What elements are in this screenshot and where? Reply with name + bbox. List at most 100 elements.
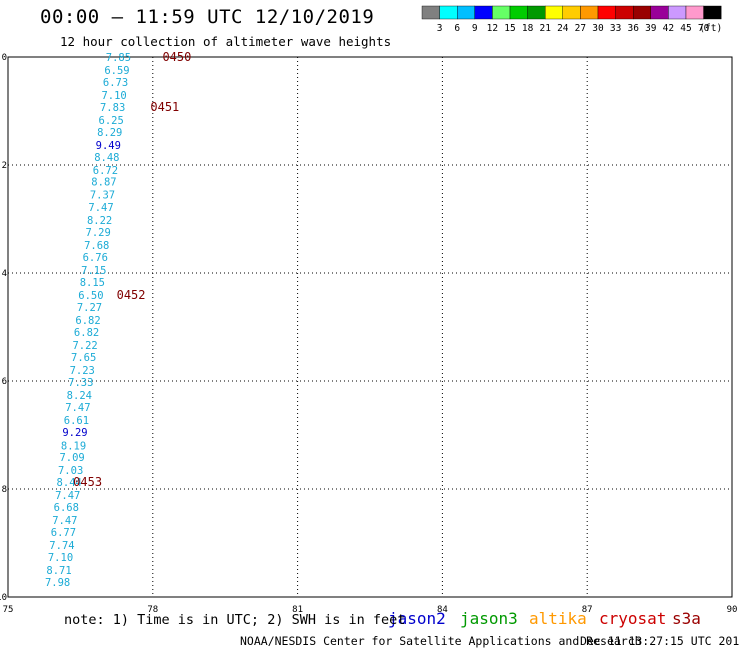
wave-height-label: 7.74 — [49, 540, 74, 552]
wave-height-label: 6.73 — [103, 77, 128, 89]
wave-height-label: 7.23 — [70, 365, 95, 377]
wave-height-label: 8.44 — [57, 477, 82, 489]
chart-title: 00:00 – 11:59 UTC 12/10/2019 — [40, 6, 375, 28]
color-scale-label: 9 — [472, 23, 478, 34]
wave-height-label: 7.09 — [59, 452, 84, 464]
color-swatch — [685, 5, 704, 20]
y-tick-label: -2 — [0, 161, 7, 171]
y-tick-label: -8 — [0, 485, 7, 495]
wave-height-label: 9.29 — [62, 427, 87, 439]
footer-timestamp: Dec 11 13:27:15 UTC 2019 — [580, 634, 740, 648]
wave-height-label: 8.15 — [80, 277, 105, 289]
wave-height-label: 6.50 — [78, 290, 103, 302]
wave-height-label: 6.25 — [99, 115, 124, 127]
time-label: 0453 — [73, 475, 102, 489]
legend-altika: altika — [529, 609, 587, 628]
wave-height-label: 9.49 — [96, 140, 121, 152]
wave-height-label: 6.68 — [54, 502, 79, 514]
color-swatch — [615, 5, 634, 20]
color-swatch — [703, 5, 722, 20]
wave-height-label: 7.65 — [71, 352, 96, 364]
color-scale-label: 30 — [592, 23, 604, 34]
color-scale-label: 45 — [680, 23, 691, 34]
x-tick-label: 81 — [292, 605, 303, 615]
axis-tick-labels: 75 78 81 84 87 90 0 -2 -4 -6 -8 -10 — [0, 53, 737, 615]
wave-height-label: 6.82 — [75, 315, 100, 327]
wave-height-label: 6.82 — [74, 327, 99, 339]
wave-height-label: 8.48 — [94, 152, 119, 164]
wave-height-label: 7.10 — [48, 552, 73, 564]
wave-height-label: 7.10 — [101, 90, 126, 102]
wave-height-label: 6.76 — [83, 252, 108, 264]
legend-jason2: jason2 — [388, 609, 446, 628]
color-swatch — [421, 5, 440, 20]
color-scale-label: 70 — [698, 23, 710, 34]
x-tick-label: 84 — [437, 605, 448, 615]
color-scale-label: 27 — [575, 23, 586, 34]
legend-jason3: jason3 — [460, 609, 518, 628]
wave-height-label: 7.03 — [58, 465, 83, 477]
wave-height-label: 7.15 — [81, 265, 106, 277]
x-tick-label: 75 — [3, 605, 14, 615]
color-swatch — [492, 5, 511, 20]
gridlines — [8, 56, 732, 597]
wave-height-label: 7.27 — [77, 302, 102, 314]
color-scale-label: 21 — [539, 23, 551, 34]
color-swatch — [545, 5, 564, 20]
time-label: 0452 — [117, 288, 146, 302]
color-swatch — [562, 5, 581, 20]
color-scale-label: 18 — [522, 23, 534, 34]
y-tick-label: -6 — [0, 377, 7, 387]
plot-frame — [7, 56, 733, 598]
color-swatch — [457, 5, 476, 20]
wave-height-label: 7.47 — [52, 515, 77, 527]
wave-height-label: 6.72 — [93, 165, 118, 177]
footer-credit: NOAA/NESDIS Center for Satellite Applica… — [240, 634, 642, 648]
color-scale-label: 3 — [437, 23, 443, 34]
color-swatch — [650, 5, 669, 20]
plot-border — [7, 56, 733, 598]
color-scale-label: 33 — [610, 23, 621, 34]
wave-height-label: 7.47 — [88, 202, 113, 214]
wave-height-label: 7.68 — [84, 240, 109, 252]
color-scale-label: 12 — [487, 23, 498, 34]
x-tick-label: 90 — [727, 605, 738, 615]
time-label: 0451 — [150, 100, 179, 114]
wave-height-label: 6.61 — [64, 415, 89, 427]
wave-height-label: 8.29 — [97, 127, 122, 139]
wave-height-label: 7.22 — [72, 340, 97, 352]
color-scale-legend: 3 6 9 12 15 18 21 24 27 30 33 36 39 42 45 70(ft) — [421, 5, 722, 34]
footer-note: note: 1) Time is in UTC; 2) SWH is in fe… — [64, 612, 406, 628]
color-swatch — [597, 5, 616, 20]
wave-height-label: 8.87 — [91, 177, 116, 189]
wave-height-label: 7.83 — [100, 102, 125, 114]
color-scale-label: 6 — [454, 23, 460, 34]
time-label: 0450 — [162, 50, 191, 64]
wave-height-label: 8.24 — [67, 390, 92, 402]
x-tick-label: 78 — [147, 605, 158, 615]
wave-height-label: 7.98 — [45, 577, 70, 589]
color-scale-label: 24 — [557, 23, 569, 34]
wave-height-label: 7.85 — [106, 52, 131, 64]
color-swatch — [668, 5, 687, 20]
wave-height-label: 7.33 — [68, 377, 93, 389]
wave-height-label: 6.59 — [104, 65, 129, 77]
wave-height-label: 7.47 — [55, 490, 80, 502]
wave-height-label: 8.71 — [46, 565, 71, 577]
x-tick-label: 87 — [582, 605, 593, 615]
wave-height-label: 7.29 — [86, 227, 111, 239]
wave-height-label: 8.19 — [61, 440, 86, 452]
wave-height-label: 7.37 — [90, 190, 115, 202]
time-labels: 0450 0451 0452 0453 — [73, 50, 191, 489]
color-swatch — [439, 5, 458, 20]
legend-cryosat: cryosat — [599, 609, 667, 628]
color-swatch — [474, 5, 493, 20]
chart-subtitle: 12 hour collection of altimeter wave hei… — [60, 34, 392, 49]
color-scale-label: 36 — [627, 23, 639, 34]
y-tick-label: -10 — [0, 593, 7, 603]
color-swatch — [633, 5, 652, 20]
wave-height-label: 6.77 — [51, 527, 76, 539]
wave-height-label: 8.22 — [87, 215, 112, 227]
color-swatch — [580, 5, 599, 20]
